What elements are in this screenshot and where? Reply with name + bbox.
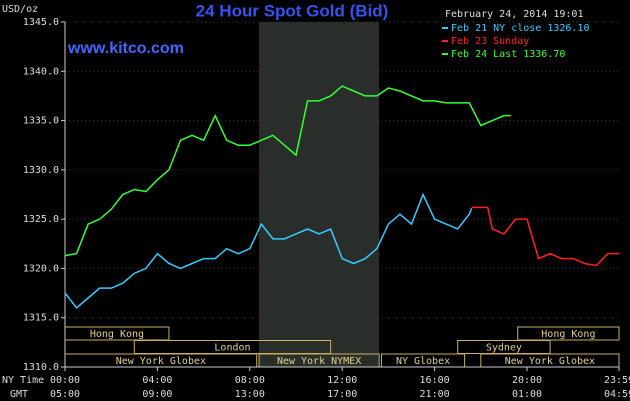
session-label: New York Globex (505, 356, 595, 367)
x2-tick-label: 05:00 (50, 389, 80, 400)
x-tick-label: 20:00 (512, 375, 542, 386)
series-line (64, 192, 473, 309)
x2-tick-label: 21:00 (420, 389, 450, 400)
x-tick-label: 16:00 (420, 375, 450, 386)
legend-label: Feb 24 Last 1336.70 (451, 49, 565, 60)
x2-tick-label: 17:00 (327, 389, 357, 400)
y-tick-label: 1325.0 (23, 214, 59, 225)
x2-tick-label: 04:59 (604, 389, 630, 400)
legend-label: Feb 23 Sunday (451, 36, 529, 47)
session-label: Hong Kong (541, 329, 595, 340)
y-tick-label: 1340.0 (23, 66, 59, 77)
x2-axis-label: GMT (10, 389, 28, 400)
session-label: Hong Kong (90, 329, 144, 340)
x-axis-label: NY Time (2, 375, 44, 386)
y-tick-label: 1315.0 (23, 313, 59, 324)
x-tick-label: 04:00 (142, 375, 172, 386)
y-tick-label: 1320.0 (23, 263, 59, 274)
session-label: London (214, 343, 250, 354)
session-box (517, 326, 620, 341)
x2-tick-label: 09:00 (142, 389, 172, 400)
x-tick-label: 00:00 (50, 375, 80, 386)
series-line (64, 85, 511, 257)
legend-label: Feb 21 NY close 1326.10 (451, 23, 589, 34)
session-label: New York NYMEX (277, 356, 361, 367)
session-label: NY Globex (396, 356, 450, 367)
y-tick-label: 1310.0 (23, 362, 59, 373)
session-label: Sydney (486, 343, 522, 354)
x2-tick-label: 13:00 (235, 389, 265, 400)
x2-tick-label: 01:00 (512, 389, 542, 400)
y-tick-label: 1345.0 (23, 17, 59, 28)
y-tick-label: 1330.0 (23, 165, 59, 176)
y-axis-label: USD/oz (2, 4, 38, 15)
timestamp: February 24, 2014 19:01 (445, 9, 583, 20)
series-line (471, 206, 619, 267)
x-tick-label: 08:00 (235, 375, 265, 386)
session-label: New York Globex (116, 356, 206, 367)
x-tick-label: 23:59 (604, 375, 630, 386)
x-tick-label: 12:00 (327, 375, 357, 386)
chart-title: 24 Hour Spot Gold (Bid) (196, 1, 389, 20)
shaded-session (259, 22, 380, 367)
y-tick-label: 1335.0 (23, 116, 59, 127)
watermark: www.kitco.com (67, 40, 184, 57)
